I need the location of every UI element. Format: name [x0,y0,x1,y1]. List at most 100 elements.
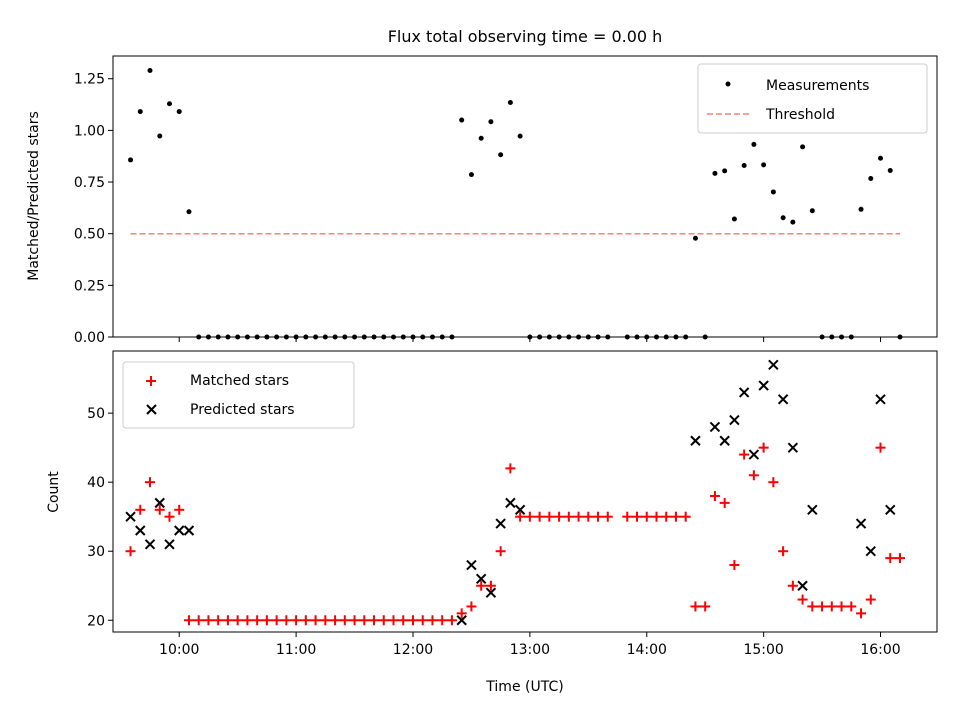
matched-star-point [641,511,652,522]
matched-star-point [359,615,370,626]
measurement-point [488,119,494,125]
predicted-star-stroke [777,394,789,405]
matched-star-point [651,511,662,522]
predicted-star-stroke [797,580,808,591]
measurement-point [887,167,893,173]
bottom-y-tick-label: 40 [87,475,105,491]
legend-matched-marker [146,376,156,386]
matched-star-point [466,601,477,612]
measurement-point [692,235,698,241]
matched-star-point [446,615,457,626]
matched-star-point [719,497,730,508]
measurement-point [858,206,864,212]
predicted-star-point [164,539,175,550]
predicted-star-stroke [456,615,467,626]
matched-star-point [417,615,428,626]
predicted-star-stroke [748,449,760,460]
matched-star-point [602,511,613,522]
legend-measurements-label: Measurements [766,78,869,94]
predicted-star-stroke [885,504,896,516]
matched-star-point [310,615,321,626]
bottom-x-tick-label: 13:00 [510,642,550,658]
bottom-y-tick-label: 20 [87,613,105,629]
predicted-star-stroke [505,497,516,509]
predicted-star-stroke [738,387,750,398]
measurement-point [176,109,182,115]
matched-star-point [583,511,594,522]
predicted-star-point [738,387,750,398]
top-legend: Measurements Threshold [697,63,928,134]
bottom-legend: Matched stars Predicted stars [122,361,355,429]
matched-star-point [758,442,769,453]
predicted-star-stroke [514,504,526,516]
predicted-star-point [135,525,146,536]
matched-star-point [846,601,857,612]
predicted-star-point [456,615,467,626]
matched-star-point [865,594,876,605]
matched-star-point [534,511,545,522]
top-y-tick-label: 0.00 [74,330,105,346]
predicted-star-point [748,449,760,460]
measurement-point [166,101,172,107]
predicted-star-stroke [183,525,195,536]
matched-star-point [875,442,886,453]
matched-star-point [670,511,681,522]
predicted-star-stroke [485,587,497,598]
predicted-star-point [768,359,779,371]
predicted-star-point [885,504,896,516]
measurement-point [868,176,874,182]
measurement-point [751,141,757,147]
measurement-point [157,133,163,139]
top-y-tick-label: 1.00 [74,123,105,139]
matched-star-point [252,615,263,626]
matched-star-point [563,511,574,522]
predicted-star-stroke [787,442,799,453]
measurement-point [809,208,815,214]
bottom-x-tick-label: 14:00 [627,642,667,658]
matched-star-point [271,615,282,626]
matched-star-point [573,511,584,522]
predicted-star-stroke [729,414,740,426]
predicted-star-stroke [758,380,769,391]
matched-star-point [690,601,701,612]
matched-star-point [213,615,224,626]
matched-star-point [125,546,136,557]
matched-star-point [281,615,292,626]
matched-star-point [193,615,204,626]
matched-star-point [826,601,837,612]
matched-star-point [622,511,633,522]
legend-threshold-label: Threshold [765,107,835,123]
matched-star-point [407,615,418,626]
matched-star-point [291,615,302,626]
matched-star-point [632,511,643,522]
predicted-star-stroke [865,546,876,557]
top-panel: 0.00 0.25 0.50 0.75 1.00 1.25 Matched/Predict… [26,55,938,346]
predicted-star-point [466,559,477,571]
predicted-star-stroke [174,525,185,536]
matched-star-point [797,594,808,605]
predicted-star-point [807,504,818,516]
predicted-star-point [855,518,867,529]
matched-star-point [145,477,156,488]
predicted-star-point [144,539,156,550]
matched-star-point [739,449,750,460]
predicted-star-stroke [875,394,886,405]
matched-star-point [183,615,194,626]
predicted-star-point [758,380,769,391]
matched-star-point [339,615,350,626]
legend-predicted-marker [146,404,157,415]
predicted-star-stroke [690,435,701,446]
predicted-star-stroke [768,359,779,371]
predicted-star-point [125,511,136,522]
bottom-x-tick-label: 11:00 [276,642,316,658]
measurement-point [478,135,484,141]
predicted-star-stroke [135,525,146,536]
predicted-star-point [495,518,506,529]
matched-star-point [164,511,175,522]
matched-star-point [856,608,867,619]
predicted-star-stroke [466,559,477,571]
matched-star-point [437,615,448,626]
matched-star-point [709,490,720,501]
measurement-point [137,109,143,115]
matched-star-point [505,463,516,474]
